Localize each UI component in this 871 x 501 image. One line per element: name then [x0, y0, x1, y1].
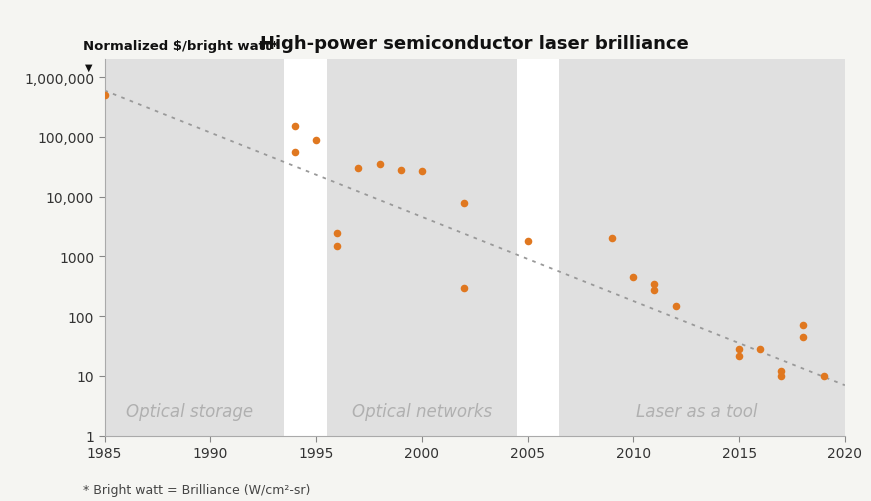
Point: [415, 168, 429, 176]
Point: [795, 322, 809, 330]
Text: Normalized $/bright watt*: Normalized $/bright watt*: [83, 40, 278, 53]
Bar: [327, 60, 517, 436]
Point: [521, 238, 535, 246]
Point: [394, 167, 408, 175]
Point: [817, 372, 831, 380]
Point: [457, 199, 471, 207]
Text: * Bright watt = Brilliance (W/cm²-sr): * Bright watt = Brilliance (W/cm²-sr): [83, 483, 310, 496]
Point: [288, 123, 302, 131]
Point: [774, 372, 788, 380]
Point: [457, 284, 471, 292]
Point: [98, 92, 111, 100]
Point: [288, 149, 302, 157]
Text: ▼: ▼: [85, 63, 92, 73]
Point: [647, 286, 661, 294]
Point: [753, 346, 767, 354]
Point: [605, 235, 619, 243]
Point: [330, 242, 344, 250]
Title: High-power semiconductor laser brilliance: High-power semiconductor laser brillianc…: [260, 35, 689, 53]
Point: [647, 280, 661, 288]
Point: [733, 352, 746, 360]
Bar: [284, 60, 327, 436]
Bar: [517, 60, 559, 436]
Point: [626, 274, 640, 282]
Point: [373, 161, 387, 169]
Point: [669, 302, 683, 310]
Point: [309, 136, 323, 144]
Bar: [559, 60, 845, 436]
Point: [795, 333, 809, 341]
Text: Optical networks: Optical networks: [352, 403, 492, 421]
Point: [351, 165, 365, 173]
Point: [774, 368, 788, 376]
Text: Optical storage: Optical storage: [125, 403, 253, 421]
Text: Laser as a tool: Laser as a tool: [636, 403, 758, 421]
Bar: [105, 60, 284, 436]
Point: [330, 229, 344, 237]
Point: [733, 346, 746, 354]
